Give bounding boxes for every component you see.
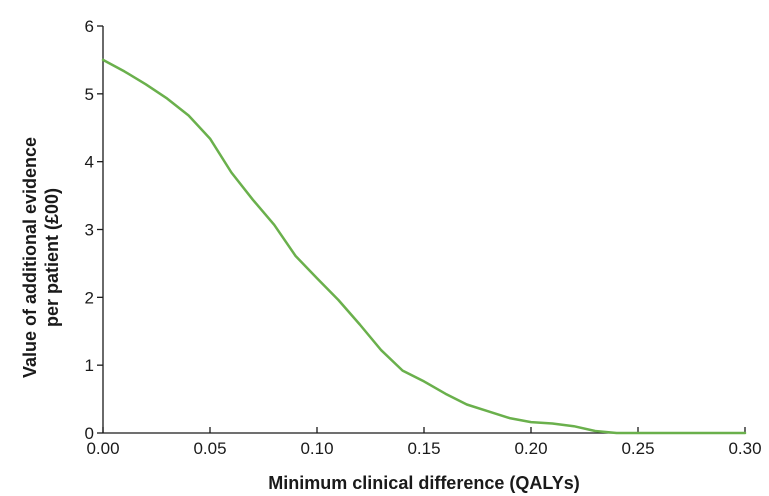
y-axis-title-line: per patient (£00) [42,188,62,327]
series-group [101,58,747,435]
y-axis: 0 1 2 3 4 5 6 [85,17,104,443]
y-tick-label: 6 [85,17,94,36]
y-axis-title-line: Value of additional evidence [20,137,40,378]
x-tick-label: 0.05 [193,439,226,458]
x-tick-label: 0.25 [621,439,654,458]
y-tick-label: 1 [85,356,94,375]
x-tick-label: 0.20 [514,439,547,458]
y-tick-label: 5 [85,85,94,104]
y-tick-label: 0 [85,424,94,443]
x-tick-label: 0.10 [300,439,333,458]
x-tick-label: 0.00 [86,439,119,458]
x-axis: 0.00 0.05 0.10 0.15 0.20 0.25 0.30 [86,427,762,458]
series-line [101,58,747,435]
y-tick-label: 4 [85,153,94,172]
x-tick-label: 0.15 [407,439,440,458]
y-axis-title: Value of additional evidence per patient … [20,137,62,378]
y-tick-label: 2 [85,288,94,307]
x-tick-label: 0.30 [728,439,761,458]
y-tick-label: 3 [85,221,94,240]
x-axis-title: Minimum clinical difference (QALYs) [268,473,579,493]
